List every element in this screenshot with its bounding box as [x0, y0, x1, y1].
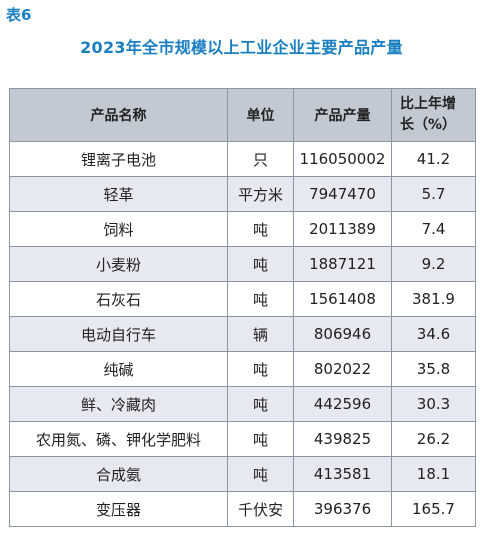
product-output: 7947470: [293, 176, 392, 212]
product-unit: 吨: [227, 386, 294, 422]
header-row: 产品名称 单位 产品产量 比上年增 长（%）: [9, 88, 476, 142]
product-output: 413581: [293, 456, 392, 492]
product-growth: 41.2: [391, 141, 476, 177]
product-growth: 26.2: [391, 421, 476, 457]
product-growth: 34.6: [391, 316, 476, 352]
header-growth-line1: 比上年增: [400, 96, 456, 112]
header-output: 产品产量: [293, 88, 392, 142]
table-row: 合成氨 吨 413581 18.1: [9, 456, 476, 492]
product-name: 石灰石: [9, 281, 228, 317]
product-name: 小麦粉: [9, 246, 228, 282]
product-name: 鲜、冷藏肉: [9, 386, 228, 422]
product-name: 饲料: [9, 211, 228, 247]
product-unit: 平方米: [227, 176, 294, 212]
product-name: 轻革: [9, 176, 228, 212]
table-row: 饲料 吨 2011389 7.4: [9, 211, 476, 247]
product-growth: 7.4: [391, 211, 476, 247]
product-unit: 吨: [227, 211, 294, 247]
product-output: 439825: [293, 421, 392, 457]
product-growth: 165.7: [391, 491, 476, 527]
product-unit: 吨: [227, 281, 294, 317]
product-output: 1887121: [293, 246, 392, 282]
product-unit: 吨: [227, 421, 294, 457]
table-row: 鲜、冷藏肉 吨 442596 30.3: [9, 386, 476, 422]
product-growth: 381.9: [391, 281, 476, 317]
header-unit: 单位: [227, 88, 294, 142]
product-output: 802022: [293, 351, 392, 387]
product-growth: 18.1: [391, 456, 476, 492]
table-title: 2023年全市规模以上工业企业主要产品产量: [80, 38, 403, 57]
header-product-name: 产品名称: [9, 88, 228, 142]
product-growth: 30.3: [391, 386, 476, 422]
product-output: 806946: [293, 316, 392, 352]
table-row: 石灰石 吨 1561408 381.9: [9, 281, 476, 317]
product-growth: 5.7: [391, 176, 476, 212]
product-name: 锂离子电池: [9, 141, 228, 177]
product-name: 电动自行车: [9, 316, 228, 352]
product-name: 农用氮、磷、钾化学肥料: [9, 421, 228, 457]
product-output: 116050002: [293, 141, 392, 177]
table-label: 表6: [6, 6, 32, 24]
product-output: 442596: [293, 386, 392, 422]
product-growth: 35.8: [391, 351, 476, 387]
product-name: 变压器: [9, 491, 228, 527]
header-growth-line2: 长（%）: [400, 117, 457, 133]
product-output: 1561408: [293, 281, 392, 317]
product-output: 396376: [293, 491, 392, 527]
product-unit: 吨: [227, 351, 294, 387]
product-unit: 吨: [227, 246, 294, 282]
table-row: 锂离子电池 只 116050002 41.2: [9, 141, 476, 177]
product-unit: 辆: [227, 316, 294, 352]
header-growth: 比上年增 长（%）: [391, 88, 476, 142]
product-name: 合成氨: [9, 456, 228, 492]
table-row: 纯碱 吨 802022 35.8: [9, 351, 476, 387]
product-unit: 只: [227, 141, 294, 177]
product-unit: 千伏安: [227, 491, 294, 527]
product-name: 纯碱: [9, 351, 228, 387]
table-row: 轻革 平方米 7947470 5.7: [9, 176, 476, 212]
product-output: 2011389: [293, 211, 392, 247]
product-output-table: 产品名称 单位 产品产量 比上年增 长（%） 锂离子电池 只 116050002…: [9, 88, 476, 527]
table-row: 变压器 千伏安 396376 165.7: [9, 491, 476, 527]
product-unit: 吨: [227, 456, 294, 492]
table-row: 农用氮、磷、钾化学肥料 吨 439825 26.2: [9, 421, 476, 457]
product-growth: 9.2: [391, 246, 476, 282]
table-row: 电动自行车 辆 806946 34.6: [9, 316, 476, 352]
table-row: 小麦粉 吨 1887121 9.2: [9, 246, 476, 282]
